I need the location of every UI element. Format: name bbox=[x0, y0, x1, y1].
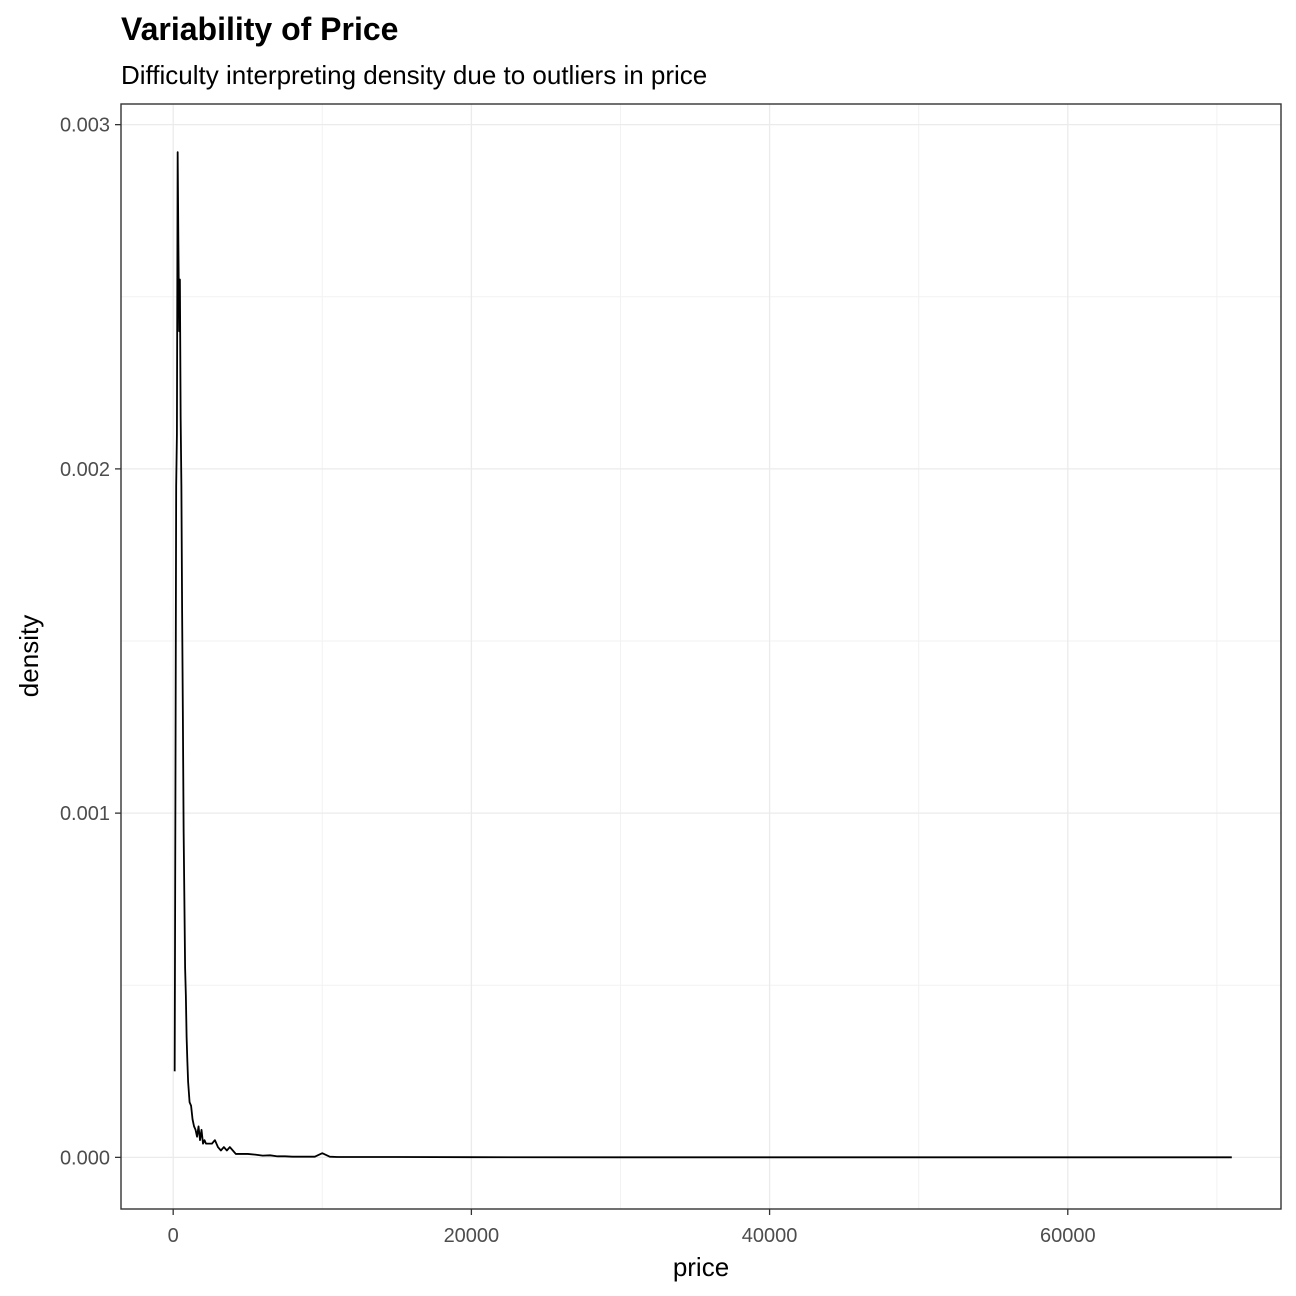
plot-panel-border bbox=[120, 103, 1282, 1210]
x-tick-label: 0 bbox=[168, 1225, 179, 1247]
chart-title: Variability of Price bbox=[121, 11, 398, 47]
x-axis-ticks: 0 20000 40000 60000 bbox=[168, 1209, 1096, 1247]
y-tick-label: 0.001 bbox=[60, 803, 110, 825]
density-line bbox=[173, 151, 1232, 1159]
y-tick-label: 0.000 bbox=[60, 1147, 110, 1169]
chart-subtitle: Difficulty interpreting density due to o… bbox=[121, 60, 707, 90]
x-axis-title: price bbox=[673, 1252, 729, 1282]
grid-minor bbox=[121, 104, 1281, 1209]
y-tick-label: 0.003 bbox=[60, 115, 110, 137]
x-tick-label: 20000 bbox=[444, 1225, 500, 1247]
y-axis-ticks: 0.000 0.001 0.002 0.003 bbox=[60, 115, 121, 1169]
plot-background bbox=[121, 104, 1281, 1209]
x-tick-label: 40000 bbox=[742, 1225, 798, 1247]
y-axis-title: density bbox=[14, 615, 44, 697]
x-tick-label: 60000 bbox=[1040, 1225, 1096, 1247]
y-tick-label: 0.002 bbox=[60, 459, 110, 481]
